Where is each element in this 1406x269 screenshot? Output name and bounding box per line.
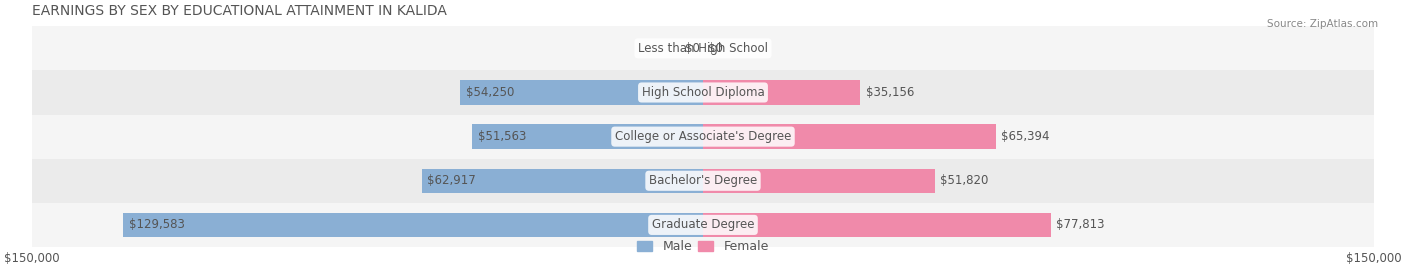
Bar [32,70,1374,115]
Bar [472,125,703,149]
Bar [422,169,703,193]
Text: High School Diploma: High School Diploma [641,86,765,99]
Text: Less than High School: Less than High School [638,42,768,55]
Text: $129,583: $129,583 [129,218,184,231]
Text: EARNINGS BY SEX BY EDUCATIONAL ATTAINMENT IN KALIDA: EARNINGS BY SEX BY EDUCATIONAL ATTAINMEN… [32,4,447,18]
Bar [32,26,1374,70]
Text: College or Associate's Degree: College or Associate's Degree [614,130,792,143]
Bar [32,203,1374,247]
Bar [460,80,703,105]
Text: $0: $0 [709,42,723,55]
Text: Graduate Degree: Graduate Degree [652,218,754,231]
Legend: Male, Female: Male, Female [633,235,773,259]
Bar [703,169,935,193]
Bar [32,159,1374,203]
Text: $35,156: $35,156 [866,86,914,99]
Text: $51,820: $51,820 [941,174,988,187]
Bar [124,213,703,237]
Bar [32,115,1374,159]
Bar [703,80,860,105]
Text: Bachelor's Degree: Bachelor's Degree [650,174,756,187]
Text: $77,813: $77,813 [1056,218,1105,231]
Text: Source: ZipAtlas.com: Source: ZipAtlas.com [1267,19,1378,29]
Text: $0: $0 [685,42,700,55]
Bar [703,213,1052,237]
Text: $65,394: $65,394 [1001,130,1049,143]
Text: $51,563: $51,563 [478,130,526,143]
Bar [703,125,995,149]
Text: $54,250: $54,250 [465,86,515,99]
Text: $62,917: $62,917 [427,174,475,187]
